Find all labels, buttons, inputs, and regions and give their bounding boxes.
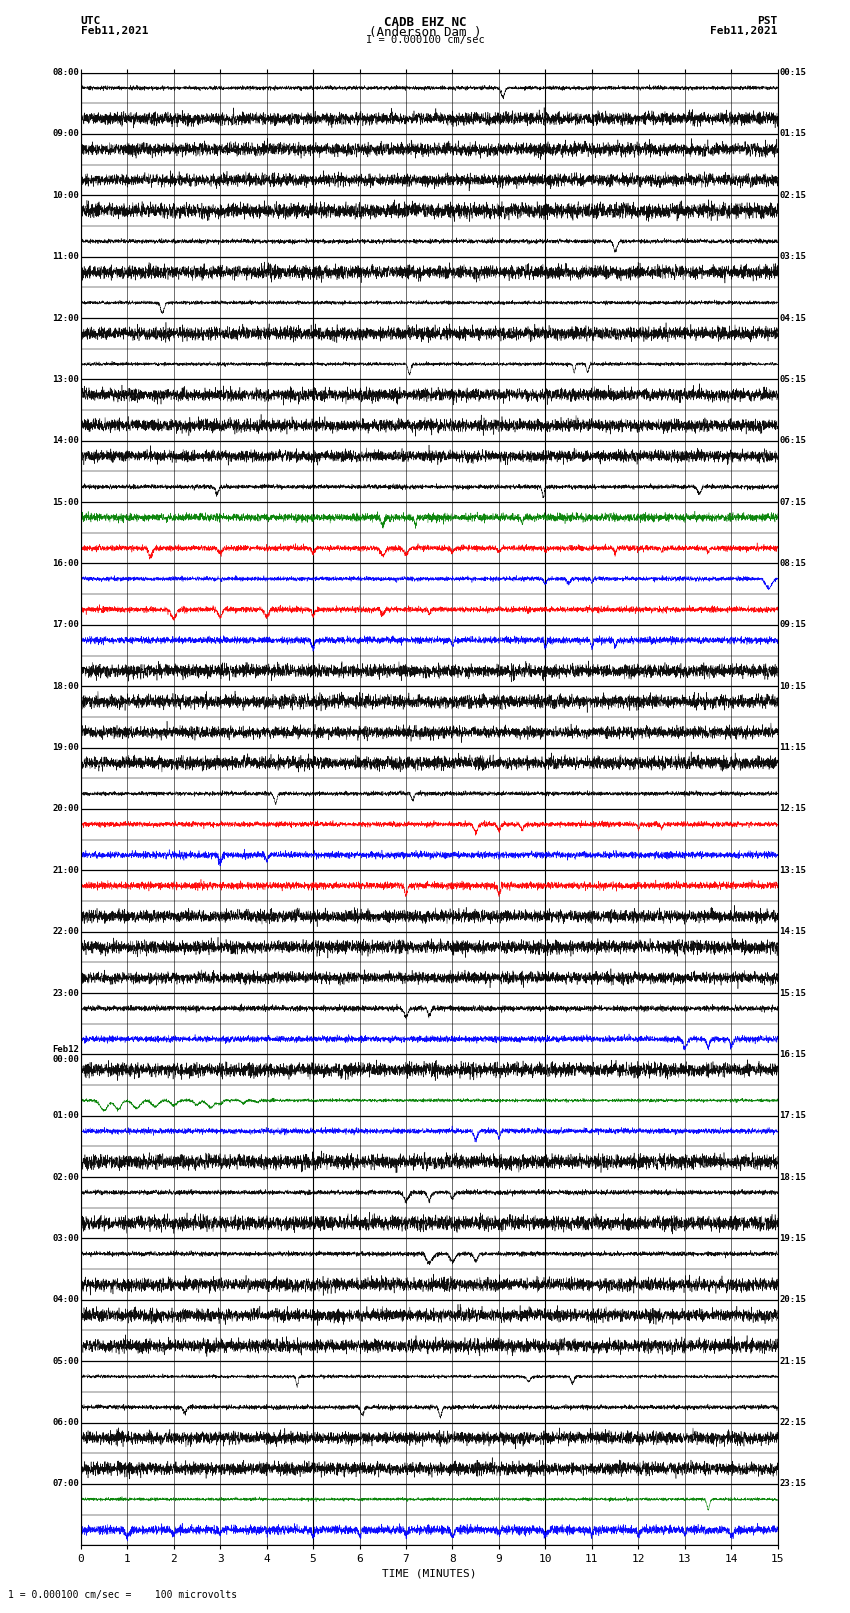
Text: 14:00: 14:00 (53, 436, 79, 445)
Text: 03:15: 03:15 (779, 252, 806, 261)
Text: 00:15: 00:15 (779, 68, 806, 77)
Text: 08:15: 08:15 (779, 560, 806, 568)
Text: 01:00: 01:00 (53, 1111, 79, 1119)
Text: 22:00: 22:00 (53, 927, 79, 936)
X-axis label: TIME (MINUTES): TIME (MINUTES) (382, 1568, 477, 1579)
Text: 19:00: 19:00 (53, 744, 79, 752)
Text: 05:15: 05:15 (779, 374, 806, 384)
Text: 15:00: 15:00 (53, 498, 79, 506)
Text: 17:15: 17:15 (779, 1111, 806, 1119)
Text: 06:00: 06:00 (53, 1418, 79, 1428)
Text: 01:15: 01:15 (779, 129, 806, 139)
Text: 16:00: 16:00 (53, 560, 79, 568)
Text: 06:15: 06:15 (779, 436, 806, 445)
Text: 20:15: 20:15 (779, 1295, 806, 1305)
Text: Feb12
00:00: Feb12 00:00 (53, 1045, 79, 1065)
Text: 16:15: 16:15 (779, 1050, 806, 1058)
Text: 09:00: 09:00 (53, 129, 79, 139)
Text: 21:15: 21:15 (779, 1357, 806, 1366)
Text: 10:00: 10:00 (53, 190, 79, 200)
Text: 13:15: 13:15 (779, 866, 806, 874)
Text: PST: PST (757, 16, 778, 26)
Text: 07:00: 07:00 (53, 1479, 79, 1489)
Text: 19:15: 19:15 (779, 1234, 806, 1244)
Text: 11:00: 11:00 (53, 252, 79, 261)
Text: 07:15: 07:15 (779, 498, 806, 506)
Text: 05:00: 05:00 (53, 1357, 79, 1366)
Text: I = 0.000100 cm/sec: I = 0.000100 cm/sec (366, 35, 484, 45)
Text: 14:15: 14:15 (779, 927, 806, 936)
Text: 21:00: 21:00 (53, 866, 79, 874)
Text: (Anderson Dam ): (Anderson Dam ) (369, 26, 481, 39)
Text: 02:15: 02:15 (779, 190, 806, 200)
Text: 11:15: 11:15 (779, 744, 806, 752)
Text: 15:15: 15:15 (779, 989, 806, 997)
Text: 20:00: 20:00 (53, 805, 79, 813)
Text: UTC: UTC (81, 16, 101, 26)
Text: 23:15: 23:15 (779, 1479, 806, 1489)
Text: Feb11,2021: Feb11,2021 (81, 26, 148, 35)
Text: 22:15: 22:15 (779, 1418, 806, 1428)
Text: 12:00: 12:00 (53, 313, 79, 323)
Text: 02:00: 02:00 (53, 1173, 79, 1182)
Text: 18:15: 18:15 (779, 1173, 806, 1182)
Text: CADB EHZ NC: CADB EHZ NC (383, 16, 467, 29)
Text: 09:15: 09:15 (779, 621, 806, 629)
Text: Feb11,2021: Feb11,2021 (711, 26, 778, 35)
Text: 1 = 0.000100 cm/sec =    100 microvolts: 1 = 0.000100 cm/sec = 100 microvolts (8, 1590, 238, 1600)
Text: 03:00: 03:00 (53, 1234, 79, 1244)
Text: 12:15: 12:15 (779, 805, 806, 813)
Text: 10:15: 10:15 (779, 682, 806, 690)
Text: 17:00: 17:00 (53, 621, 79, 629)
Text: 04:15: 04:15 (779, 313, 806, 323)
Text: 13:00: 13:00 (53, 374, 79, 384)
Text: 04:00: 04:00 (53, 1295, 79, 1305)
Text: 08:00: 08:00 (53, 68, 79, 77)
Text: 18:00: 18:00 (53, 682, 79, 690)
Text: 23:00: 23:00 (53, 989, 79, 997)
